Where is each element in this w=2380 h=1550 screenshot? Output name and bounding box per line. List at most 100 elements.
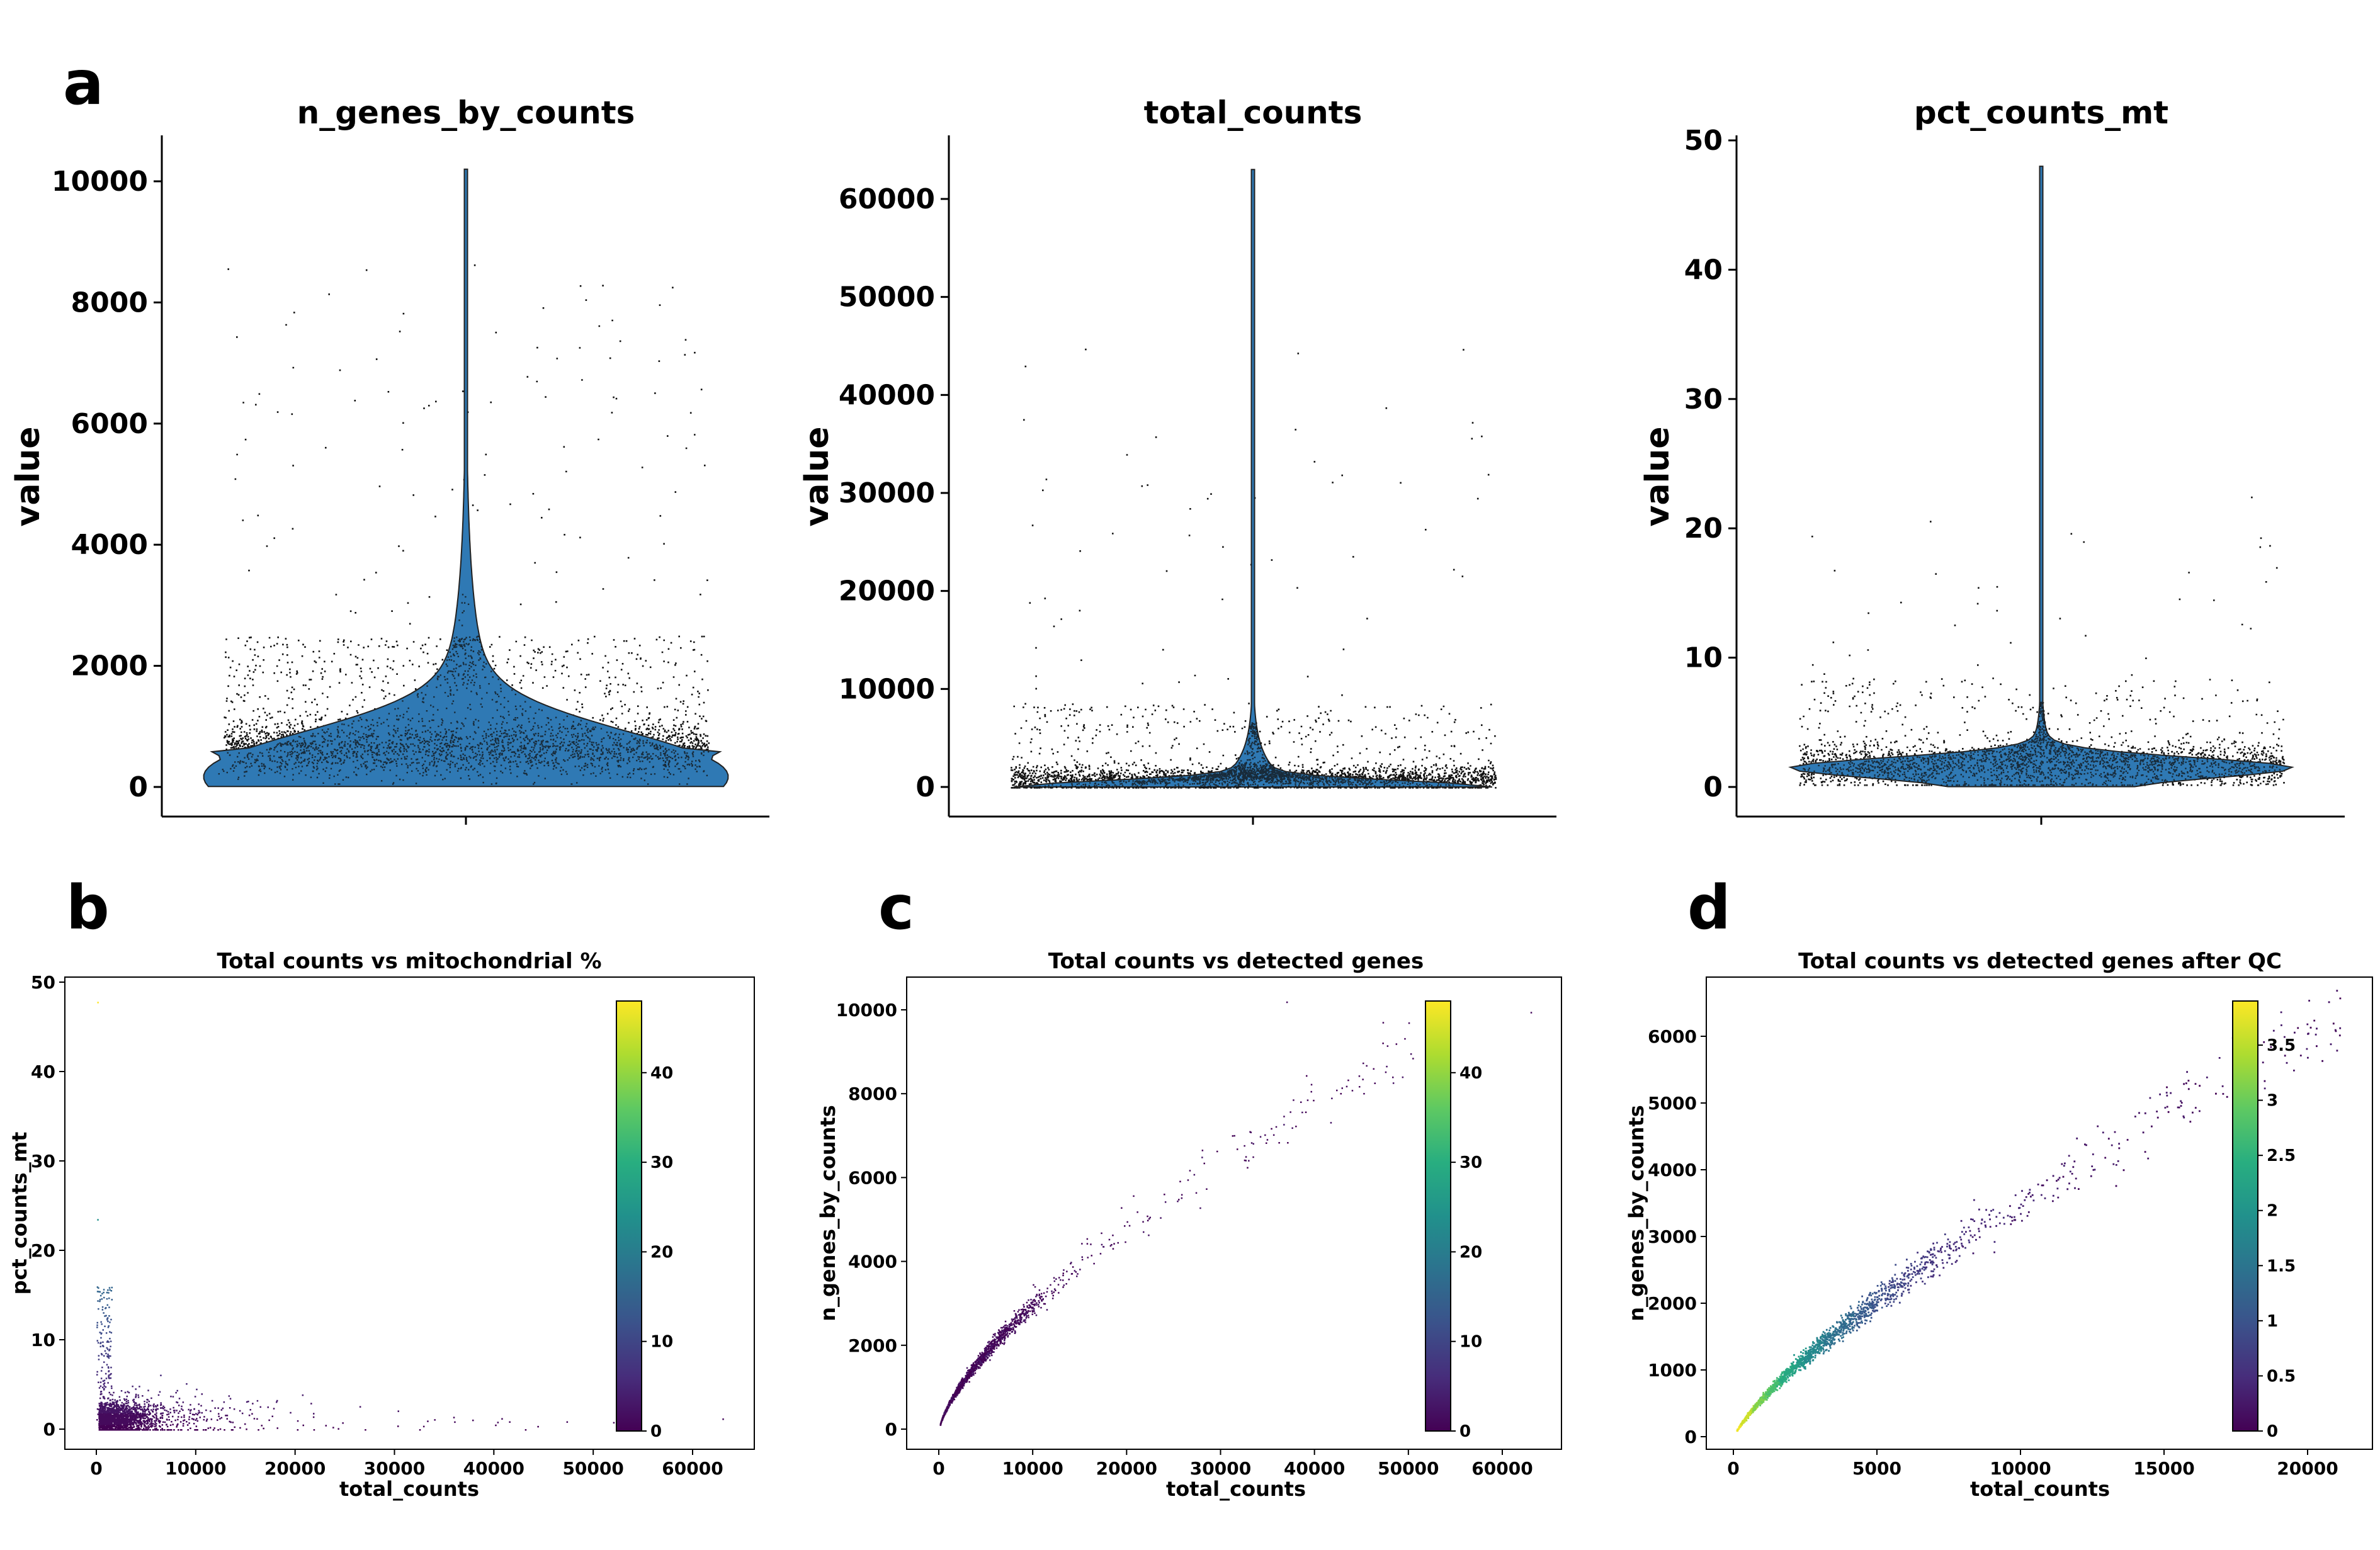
y-tick-label: 60000 xyxy=(839,183,935,215)
data-points xyxy=(96,1413,724,1425)
colorbar-tick-label: 20 xyxy=(650,1243,673,1262)
chart-title: n_genes_by_counts xyxy=(297,94,635,131)
y-ticks: 0 2000 4000 6000 8000 10000 xyxy=(52,166,162,803)
violin-plot-total-counts: total_counts value 0 10000 20000 30000 40000… xyxy=(798,94,1556,825)
colorbar-tick-label: 1.5 xyxy=(2267,1257,2296,1276)
colorbar-tick-label: 20 xyxy=(1459,1243,1482,1262)
x-tick-label: 40000 xyxy=(1284,1458,1345,1479)
y-tick-label: 10000 xyxy=(52,166,148,198)
y-tick-label: 40000 xyxy=(839,379,935,411)
data-points xyxy=(98,1381,198,1393)
y-axis-label: value xyxy=(798,426,836,526)
data-points xyxy=(1822,1313,1850,1355)
y-axis-label: n_genes_by_counts xyxy=(816,1105,840,1321)
data-points xyxy=(99,1391,304,1404)
y-tick-label: 2000 xyxy=(1648,1293,1697,1314)
y-tick-label: 5000 xyxy=(1648,1093,1697,1114)
data-points xyxy=(939,1043,1398,1426)
x-tick-label: 5000 xyxy=(1852,1458,1901,1479)
y-tick-label: 20000 xyxy=(839,575,935,608)
data-points xyxy=(98,1423,539,1431)
x-tick-label: 20000 xyxy=(264,1458,326,1479)
y-tick-label: 30 xyxy=(1684,383,1723,416)
data-points xyxy=(98,1349,111,1360)
data-points xyxy=(97,1296,113,1306)
chart-title: Total counts vs detected genes after QC xyxy=(1798,949,2282,974)
x-tick-label: 10000 xyxy=(1990,1458,2051,1479)
x-tick-label: 30000 xyxy=(364,1458,425,1479)
y-tick-label: 8000 xyxy=(848,1083,897,1104)
y-tick-label: 4000 xyxy=(1648,1160,1697,1180)
y-tick-label: 4000 xyxy=(71,529,148,561)
y-ticks: 0 10 20 30 40 50 xyxy=(1684,125,1737,803)
chart-title: Total counts vs mitochondrial % xyxy=(217,949,601,974)
x-tick-label: 0 xyxy=(1727,1458,1739,1479)
y-tick-label: 4000 xyxy=(848,1252,897,1272)
data-points xyxy=(96,1402,399,1415)
y-tick-label: 0 xyxy=(1685,1427,1697,1447)
y-tick-label: 2000 xyxy=(71,650,148,682)
scatter-points xyxy=(96,1002,724,1431)
data-points xyxy=(1888,1233,1949,1300)
y-tick-label: 6000 xyxy=(848,1167,897,1188)
data-points xyxy=(1799,496,2286,786)
scatter-points xyxy=(1736,990,2342,1432)
y-tick-label: 1000 xyxy=(1648,1360,1697,1381)
colorbar xyxy=(2232,1000,2258,1432)
data-points xyxy=(939,1053,1412,1425)
plot-frame xyxy=(1706,976,2373,1450)
chart-title: pct_counts_mt xyxy=(1914,94,2168,131)
violin-body xyxy=(203,168,729,788)
y-tick-label: 6000 xyxy=(71,408,148,440)
y-tick-label: 20 xyxy=(1684,512,1723,545)
plot-frame xyxy=(64,976,755,1450)
data-points xyxy=(1843,1293,1874,1332)
colorbar-tick-label: 1 xyxy=(2267,1312,2278,1331)
y-tick-label: 0 xyxy=(1703,771,1723,803)
colorbar-tick-label: 10 xyxy=(1459,1333,1482,1352)
colorbar-tick-label: 0.5 xyxy=(2267,1367,2296,1386)
data-points xyxy=(1776,1366,1791,1387)
x-axis-label: total_counts xyxy=(1970,1477,2110,1501)
x-tick-label: 20000 xyxy=(2277,1458,2338,1479)
colorbar-tick-label: 0 xyxy=(1459,1422,1471,1441)
y-ticks: 0 10 20 30 40 50 xyxy=(31,972,65,1440)
y-tick-label: 3000 xyxy=(1648,1226,1697,1247)
x-tick-label: 0 xyxy=(90,1458,102,1479)
colorbar-tick-label: 0 xyxy=(650,1422,662,1441)
x-tick-label: 15000 xyxy=(2133,1458,2194,1479)
violin-plot-n-genes: n_genes_by_counts value 0 2000 4000 6000 800… xyxy=(9,94,769,825)
colorbar-tick-label: 10 xyxy=(650,1333,673,1352)
y-tick-label: 2000 xyxy=(848,1335,897,1356)
y-tick-label: 0 xyxy=(885,1419,897,1440)
data-points xyxy=(1753,1394,1766,1411)
x-tick-label: 20000 xyxy=(1096,1458,1157,1479)
y-tick-label: 0 xyxy=(915,771,935,803)
x-axis-label: total_counts xyxy=(1166,1477,1306,1501)
colorbar-ticks: 0 10 20 30 40 xyxy=(1451,1064,1482,1441)
y-tick-label: 0 xyxy=(128,771,148,803)
panel-letter-a: a xyxy=(63,48,104,118)
y-tick-label: 50000 xyxy=(839,281,935,314)
colorbar-tick-label: 40 xyxy=(1459,1064,1482,1083)
x-tick-label: 60000 xyxy=(662,1458,723,1479)
panel-letter-b: b xyxy=(66,873,110,943)
colorbar-tick-label: 3 xyxy=(2267,1092,2278,1111)
panel-letter-c: c xyxy=(878,873,914,943)
data-points xyxy=(1808,1335,1828,1365)
y-tick-label: 50 xyxy=(31,972,55,993)
y-tick-label: 10 xyxy=(31,1330,55,1350)
data-points xyxy=(1800,1339,1822,1369)
data-points xyxy=(1924,1199,2035,1278)
data-points xyxy=(1935,1165,2096,1269)
y-tick-label: 50 xyxy=(1684,125,1723,157)
colorbar-ticks: 0 10 20 30 40 xyxy=(642,1064,673,1441)
x-tick-label: 30000 xyxy=(1190,1458,1251,1479)
colorbar xyxy=(1425,1000,1451,1432)
colorbar-tick-label: 0 xyxy=(2267,1422,2278,1441)
colorbar-tick-label: 3.5 xyxy=(2267,1036,2296,1055)
x-tick-label: 0 xyxy=(932,1458,944,1479)
data-points xyxy=(1803,701,2281,786)
chart-title: Total counts vs detected genes xyxy=(1048,949,1424,974)
y-axis-label: pct_counts_mt xyxy=(8,1132,31,1295)
